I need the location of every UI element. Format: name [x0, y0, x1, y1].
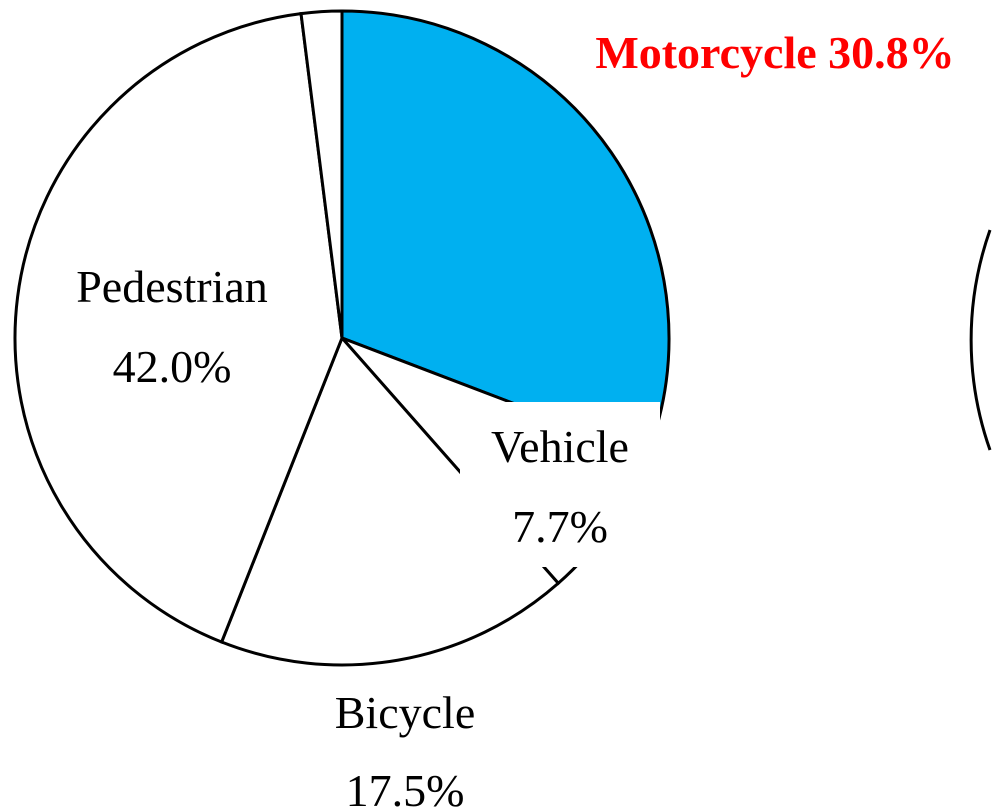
pie-slice [340, 9, 671, 457]
slice-value: 7.7% [512, 501, 608, 552]
slice-name: Pedestrian [76, 261, 268, 312]
slice-name: Bicycle [335, 687, 476, 738]
label-backdrop [460, 402, 660, 567]
second-pie-edge [969, 229, 992, 451]
slice-value: 17.5% [346, 765, 465, 808]
slice-name: Motorcycle [595, 27, 816, 78]
slice-value: 30.8% [828, 27, 955, 78]
pie-slice [299, 9, 344, 339]
slice-name: Vehicle [491, 421, 629, 472]
slice-value: 42.0% [113, 341, 232, 392]
pie-slice [13, 11, 344, 644]
pie-slice [219, 335, 561, 667]
slice-label: Motorcycle 30.8% [595, 27, 954, 78]
